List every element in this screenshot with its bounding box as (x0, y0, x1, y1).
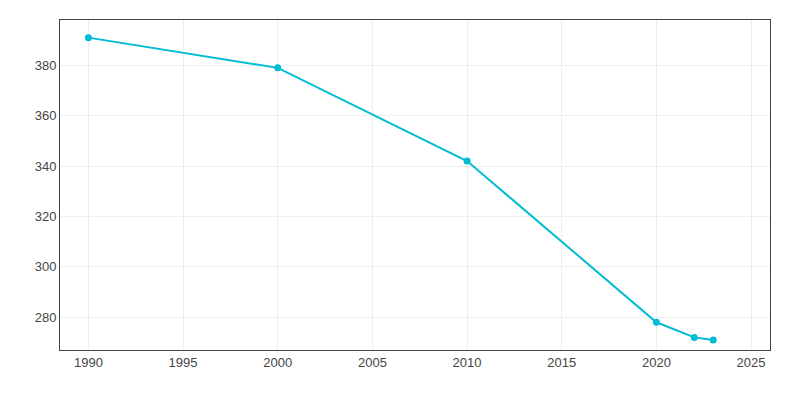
svg-text:380: 380 (35, 58, 57, 73)
svg-text:2000: 2000 (263, 355, 292, 370)
svg-text:1990: 1990 (74, 355, 103, 370)
svg-text:320: 320 (35, 209, 57, 224)
svg-text:300: 300 (35, 259, 57, 274)
svg-text:280: 280 (35, 310, 57, 325)
svg-text:1995: 1995 (169, 355, 198, 370)
svg-text:360: 360 (35, 108, 57, 123)
svg-text:340: 340 (35, 159, 57, 174)
svg-text:2025: 2025 (737, 355, 766, 370)
svg-text:2010: 2010 (453, 355, 482, 370)
svg-text:2015: 2015 (547, 355, 576, 370)
svg-text:2020: 2020 (642, 355, 671, 370)
svg-text:2005: 2005 (358, 355, 387, 370)
